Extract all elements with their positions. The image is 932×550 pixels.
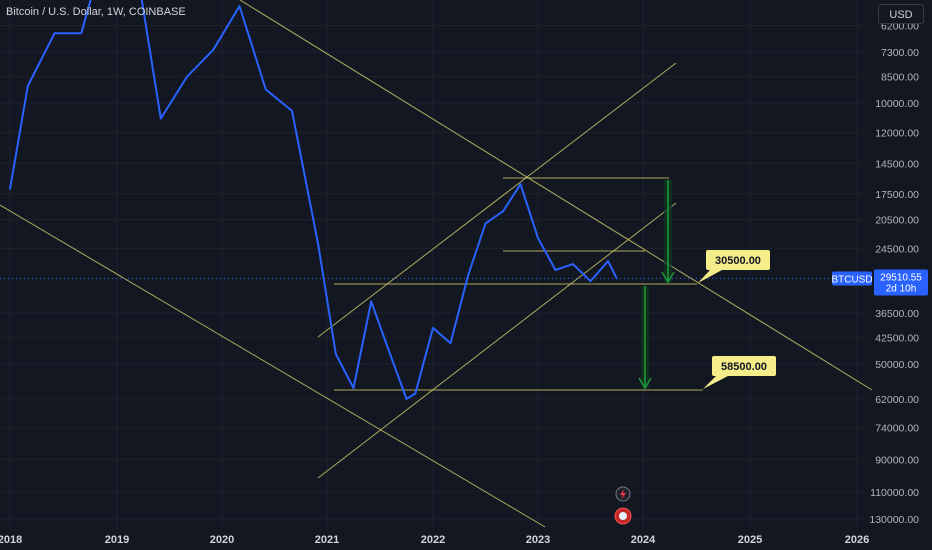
price-point bbox=[27, 85, 29, 87]
callout-box bbox=[706, 250, 770, 270]
time-axis-label: 2021 bbox=[315, 534, 339, 546]
price-point bbox=[449, 342, 452, 345]
price-axis-label: 24500.00 bbox=[875, 243, 919, 255]
price-point bbox=[212, 48, 215, 51]
price-axis-label: 110000.00 bbox=[870, 487, 919, 499]
price-point bbox=[264, 88, 267, 91]
trendline bbox=[317, 62, 677, 338]
price-point bbox=[238, 5, 241, 7]
trendline bbox=[0, 204, 546, 528]
price-axis-label: 7300.00 bbox=[881, 47, 919, 59]
price-point bbox=[9, 188, 11, 190]
flag-icon-center bbox=[619, 512, 627, 520]
callout-pointer bbox=[698, 270, 722, 283]
trendline bbox=[239, 0, 873, 391]
price-point bbox=[370, 300, 372, 303]
price-tag-value: 29510.55 bbox=[880, 273, 922, 284]
price-tag-countdown: 2d 10h bbox=[886, 284, 917, 295]
price-axis-label: 12000.00 bbox=[875, 128, 919, 140]
price-point bbox=[615, 277, 618, 280]
price-axis-label: 36500.00 bbox=[875, 308, 919, 320]
price-point bbox=[502, 210, 504, 213]
callout-label: 58500.00 bbox=[721, 361, 767, 373]
time-axis-label: 2020 bbox=[210, 534, 234, 546]
price-point bbox=[352, 387, 355, 389]
price-axis-label: 14500.00 bbox=[875, 158, 919, 170]
price-point bbox=[607, 260, 609, 262]
price-point bbox=[484, 222, 487, 225]
price-axis-label: 50000.00 bbox=[875, 359, 919, 371]
price-point bbox=[317, 244, 320, 246]
price-point bbox=[414, 392, 417, 395]
price-point bbox=[589, 280, 592, 283]
price-point bbox=[467, 274, 469, 277]
price-point bbox=[554, 269, 557, 271]
price-point bbox=[519, 183, 522, 186]
price-axis-label: 10000.00 bbox=[875, 98, 919, 110]
price-axis-label: 20500.00 bbox=[875, 214, 919, 226]
price-axis-label: 42500.00 bbox=[875, 333, 919, 345]
price-point bbox=[53, 32, 56, 34]
price-axis-label: 8500.00 bbox=[881, 72, 919, 84]
price-tag bbox=[874, 269, 928, 296]
time-axis-label: 2026 bbox=[845, 534, 869, 546]
time-axis-label: 2024 bbox=[631, 534, 656, 546]
price-axis-label: 62000.00 bbox=[875, 394, 919, 406]
trendline bbox=[317, 202, 677, 479]
price-point bbox=[159, 117, 162, 120]
price-series-line bbox=[9, 0, 618, 400]
chart-title: Bitcoin / U.S. Dollar, 1W, COINBASE bbox=[6, 6, 186, 18]
price-axis-label: 90000.00 bbox=[875, 454, 919, 466]
lightning-icon-glyph bbox=[620, 489, 626, 500]
price-axis-label: 130000.00 bbox=[869, 514, 919, 526]
price-point bbox=[80, 32, 83, 34]
price-axis-label: 17500.00 bbox=[875, 189, 919, 201]
price-point bbox=[537, 237, 539, 239]
price-point bbox=[335, 353, 337, 355]
callout-pointer bbox=[703, 376, 728, 389]
price-point bbox=[572, 263, 574, 265]
price-point bbox=[405, 398, 408, 400]
price-point bbox=[432, 327, 434, 329]
currency-button[interactable]: USD bbox=[878, 4, 924, 24]
callout-label: 30500.00 bbox=[715, 255, 761, 267]
symbol-tag-label: BTCUSD bbox=[831, 275, 872, 286]
time-axis-label: 2022 bbox=[421, 534, 445, 546]
arrow-head bbox=[661, 271, 675, 284]
arrow-head bbox=[638, 377, 652, 390]
time-axis-label: 2018 bbox=[0, 534, 22, 546]
price-axis-label: 74000.00 bbox=[875, 423, 919, 435]
callout-box bbox=[712, 356, 776, 376]
price-point bbox=[186, 75, 188, 78]
price-point bbox=[388, 349, 390, 352]
price-point bbox=[291, 110, 293, 112]
time-axis-label: 2019 bbox=[105, 534, 129, 546]
time-axis-label: 2023 bbox=[526, 534, 550, 546]
symbol-tag bbox=[832, 271, 872, 286]
price-axis-label: 6200.00 bbox=[881, 21, 919, 33]
time-axis-label: 2025 bbox=[738, 534, 762, 546]
